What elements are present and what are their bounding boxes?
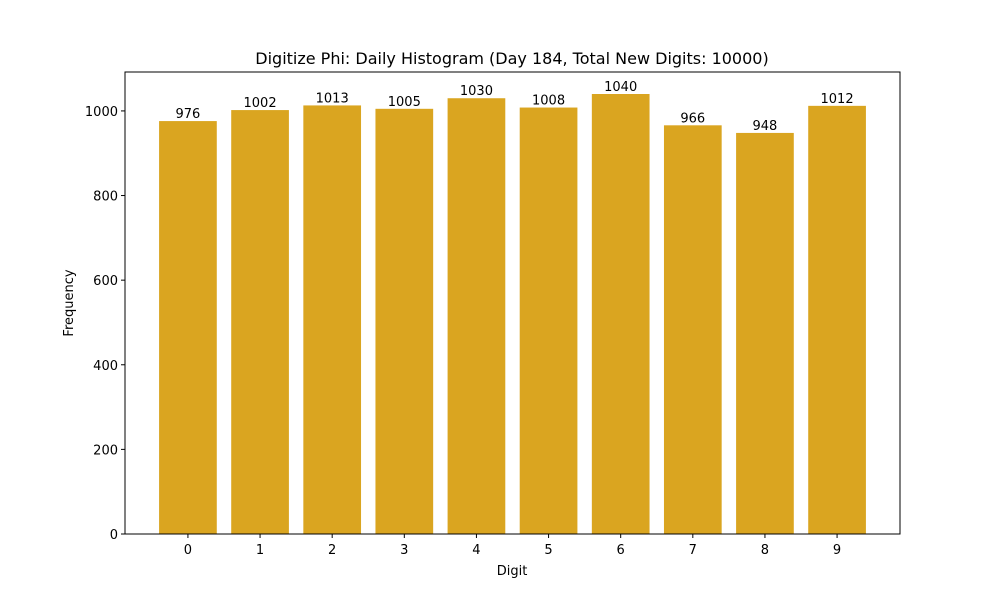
y-tick-label: 800 [93, 190, 118, 205]
y-tick-label: 1000 [85, 105, 118, 120]
bar-digit-8 [736, 132, 794, 534]
x-tick-label: 3 [400, 543, 408, 558]
bar-value-label: 976 [176, 107, 201, 122]
bar-value-label: 1030 [460, 84, 493, 99]
x-axis: 0 1 2 3 4 5 6 7 8 9 [184, 534, 841, 558]
bar-digit-7 [663, 125, 722, 535]
x-tick-label: 6 [617, 543, 625, 558]
y-tick-label: 0 [110, 528, 118, 543]
bar-digit-6 [591, 94, 650, 534]
x-tick-label: 2 [328, 543, 336, 558]
bar-value-label: 966 [680, 111, 705, 126]
bar-digit-1 [231, 110, 289, 535]
bar-digit-2 [303, 105, 362, 534]
bar-digit-9 [808, 105, 866, 534]
bar-digit-0 [159, 121, 217, 535]
y-tick-label: 200 [93, 443, 118, 458]
bar-value-label: 1002 [244, 96, 277, 111]
x-tick-label: 9 [833, 543, 841, 558]
bar-value-label: 1013 [316, 91, 349, 106]
y-tick-label: 400 [93, 359, 118, 374]
axes-frame [124, 71, 901, 535]
bar-value-label: 1008 [532, 94, 565, 109]
x-tick-label: 8 [761, 543, 769, 558]
chart-title: Digitize Phi: Daily Histogram (Day 184, … [255, 49, 768, 68]
x-tick-label: 1 [256, 543, 264, 558]
y-axis-label: Frequency [62, 269, 77, 336]
x-tick-label: 0 [184, 543, 192, 558]
bar-digit-3 [375, 108, 434, 535]
y-axis: 0 200 400 600 800 1000 [85, 105, 125, 543]
x-tick-label: 4 [472, 543, 480, 558]
bar-value-label: 948 [753, 119, 778, 134]
plot-area: 976 1002 1013 1005 1030 1008 1040 966 948 1012 [159, 80, 866, 535]
x-tick-label: 7 [689, 543, 697, 558]
y-tick-label: 600 [93, 274, 118, 289]
bar-value-label: 1005 [388, 95, 421, 110]
bar-value-label: 1012 [821, 92, 854, 107]
bar-digit-4 [447, 98, 506, 534]
bar-value-label: 1040 [604, 80, 637, 95]
x-axis-label: Digit [497, 564, 528, 579]
x-tick-label: 5 [544, 543, 552, 558]
bar-digit-5 [519, 107, 578, 535]
